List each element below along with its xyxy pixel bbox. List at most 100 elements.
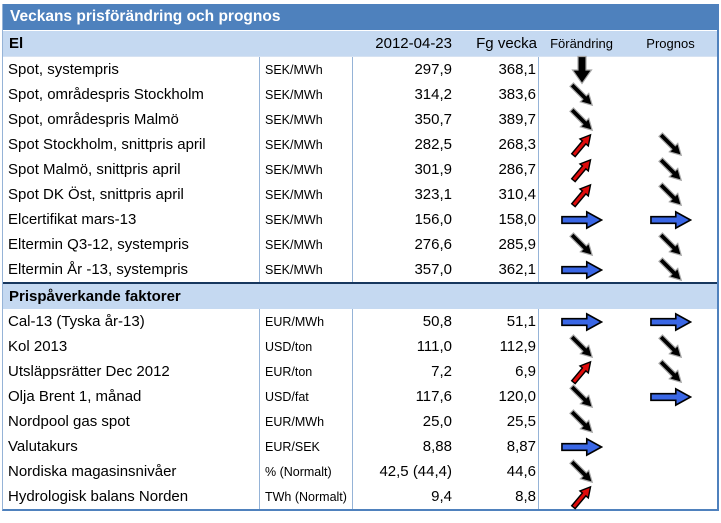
right-arrow-icon [649, 312, 692, 331]
row-unit: EUR/MWh [259, 309, 353, 334]
row-unit: SEK/MWh [259, 57, 353, 82]
row-value-previous: 268,3 [456, 132, 539, 157]
row-name: Spot Malmö, snittpris april [8, 161, 181, 178]
row-name: Nordiska magasinsnivåer [8, 463, 177, 480]
report-title: Veckans prisförändring och prognos [10, 8, 281, 25]
column-header-date: 2012-04-23 [375, 35, 452, 52]
row-name: Hydrologisk balans Norden [8, 488, 189, 505]
row-name: Spot, områdespris Stockholm [8, 86, 204, 103]
right-arrow-icon [649, 387, 692, 406]
down-right-arrow-icon [568, 408, 593, 433]
row-value-previous: 310,4 [456, 182, 539, 207]
row-unit: SEK/MWh [259, 107, 353, 132]
row-value-previous: 44,6 [456, 459, 539, 484]
row-value-previous: 51,1 [456, 309, 539, 334]
down-arrow-icon [570, 55, 593, 85]
table-row: Spot, systempris SEK/MWh 297,9 368,1 [3, 55, 717, 85]
table-row: Spot, områdespris Stockholm SEK/MWh 314,2 3… [3, 81, 717, 107]
column-header-forecast: Prognos [646, 36, 695, 51]
down-right-arrow-icon [568, 231, 593, 256]
change-arrow-cell [539, 157, 624, 183]
row-value-current: 323,1 [414, 186, 452, 203]
table-row: Spot, områdespris Malmö SEK/MWh 350,7 389,7 [3, 106, 717, 132]
change-arrow-cell [539, 182, 624, 208]
row-value-current: 276,6 [414, 236, 452, 253]
row-unit: SEK/MWh [259, 257, 353, 282]
table-row: Kol 2013 USD/ton 111,0 112,9 [3, 333, 717, 359]
section-header-el: El 2012-04-23 Fg vecka Förändring Progno… [3, 31, 717, 57]
table-row: Elcertifikat mars-13 SEK/MWh 156,0 158,0 [3, 207, 717, 232]
up-right-arrow-icon [570, 183, 591, 208]
section-rows-faktorer: Cal-13 (Tyska år-13) EUR/MWh 50,8 51,1 Kol 2… [3, 309, 717, 510]
forecast-arrow-cell [624, 82, 717, 107]
change-arrow-cell [539, 81, 624, 107]
change-arrow-cell [539, 333, 624, 359]
row-value-previous: 383,6 [456, 82, 539, 107]
row-unit: SEK/MWh [259, 182, 353, 207]
row-value-previous: 368,1 [456, 57, 539, 82]
row-value-current: 8,88 [422, 438, 452, 455]
row-name: Eltermin Q3-12, systempris [8, 236, 189, 253]
row-value-previous: 120,0 [456, 384, 539, 409]
table-row: Utsläppsrätter Dec 2012 EUR/ton 7,2 6,9 [3, 358, 717, 385]
up-right-arrow-icon [570, 158, 591, 183]
forecast-arrow-cell [624, 409, 717, 434]
row-name: Nordpool gas spot [8, 413, 130, 430]
table-row: Eltermin Q3-12, systempris SEK/MWh 276,6 28… [3, 231, 717, 257]
price-report-table: Veckans prisförändring och prognos El 20… [2, 4, 719, 511]
forecast-arrow-cell [624, 309, 717, 334]
down-right-arrow-icon [657, 131, 682, 156]
row-value-current: 350,7 [414, 111, 452, 128]
row-value-current: 301,9 [414, 161, 452, 178]
row-name: Utsläppsrätter Dec 2012 [8, 363, 170, 380]
change-arrow-cell [539, 408, 624, 434]
row-name: Spot Stockholm, snittpris april [8, 136, 206, 153]
row-value-current: 111,0 [416, 338, 452, 355]
row-unit: SEK/MWh [259, 132, 353, 157]
column-header-prev-week: Fg vecka [476, 35, 537, 52]
right-arrow-icon [560, 260, 603, 279]
right-arrow-icon [560, 312, 603, 331]
forecast-arrow-cell [624, 333, 717, 359]
row-value-current: 42,5 (44,4) [379, 463, 452, 480]
table-row: Nordpool gas spot EUR/MWh 25,0 25,5 [3, 408, 717, 434]
down-right-arrow-icon [657, 181, 682, 206]
forecast-arrow-cell [624, 107, 717, 132]
forecast-arrow-cell [624, 256, 717, 282]
row-value-previous: 285,9 [456, 232, 539, 257]
forecast-arrow-cell [624, 156, 717, 182]
row-name: Eltermin År -13, systempris [8, 261, 189, 278]
forecast-arrow-cell [624, 484, 717, 509]
row-name: Spot DK Öst, snittpris april [8, 186, 184, 203]
row-unit: USD/ton [259, 334, 353, 359]
forecast-arrow-cell [624, 231, 717, 257]
row-unit: EUR/SEK [259, 434, 353, 459]
forecast-arrow-cell [624, 57, 717, 82]
right-arrow-icon [560, 210, 603, 229]
change-arrow-cell [539, 383, 624, 409]
down-right-arrow-icon [657, 256, 682, 281]
change-arrow-cell [539, 359, 624, 385]
row-value-current: 282,5 [414, 136, 452, 153]
change-arrow-cell [539, 434, 624, 459]
row-name: Olja Brent 1, månad [8, 388, 142, 405]
row-value-current: 357,0 [414, 261, 452, 278]
change-arrow-cell [539, 132, 624, 158]
table-row: Hydrologisk balans Norden TWh (Normalt) 9,… [3, 484, 717, 510]
row-value-current: 50,8 [422, 313, 452, 330]
right-arrow-icon [560, 437, 603, 456]
row-name: Cal-13 (Tyska år-13) [8, 313, 145, 330]
forecast-arrow-cell [624, 207, 717, 232]
down-right-arrow-icon [568, 81, 593, 106]
up-right-arrow-icon [570, 360, 591, 385]
forecast-arrow-cell [624, 358, 717, 384]
change-arrow-cell [539, 309, 624, 334]
down-right-arrow-icon [657, 156, 682, 181]
row-name: Kol 2013 [8, 338, 68, 355]
row-value-current: 297,9 [414, 61, 452, 78]
table-row: Cal-13 (Tyska år-13) EUR/MWh 50,8 51,1 [3, 309, 717, 334]
forecast-arrow-cell [624, 181, 717, 207]
forecast-arrow-cell [624, 434, 717, 459]
forecast-arrow-cell [624, 459, 717, 484]
row-unit: SEK/MWh [259, 207, 353, 232]
